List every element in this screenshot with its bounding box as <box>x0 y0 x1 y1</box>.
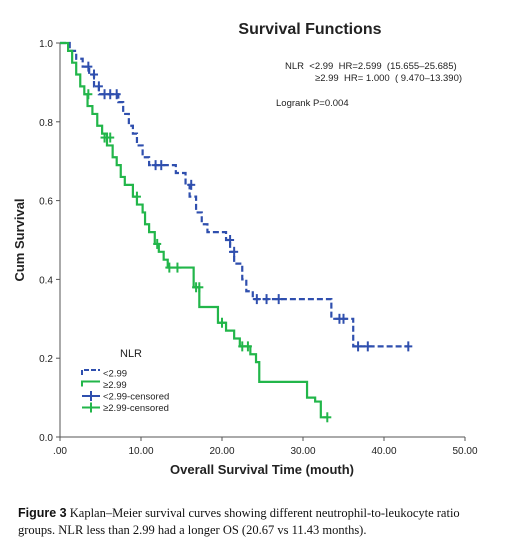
logrank-text: Logrank P=0.004 <box>276 98 349 109</box>
x-axis-label: Overall Survival Time (mouth) <box>170 462 354 477</box>
caption-label: Figure 3 <box>18 506 67 520</box>
censor-mark <box>363 341 372 352</box>
censor-mark <box>323 412 332 423</box>
series-line-lt-2-99 <box>60 41 409 348</box>
legend-label: <2.99-censored <box>103 392 169 403</box>
legend-item: ≥2.99 <box>81 380 127 391</box>
x-tick-label: 10.00 <box>128 446 153 457</box>
censor-mark <box>90 69 99 80</box>
censor-mark <box>252 294 261 305</box>
y-tick-label: 0.6 <box>39 197 53 208</box>
legend-label: ≥2.99 <box>103 380 127 391</box>
censor-mark <box>354 341 363 352</box>
y-tick-label: 0.4 <box>39 275 53 286</box>
censor-mark <box>84 61 93 72</box>
censor-mark <box>339 313 348 324</box>
series-line-ge-2-99 <box>60 41 328 419</box>
legend-item: ≥2.99-censored <box>82 402 169 414</box>
hr-line-2: ≥2.99 HR= 1.000 ( 9.470–13.390) <box>315 73 462 84</box>
hr-line-1: NLR <2.99 HR=2.599 (15.655–25.685) <box>285 61 457 72</box>
legend-item: <2.99-censored <box>82 391 169 403</box>
censor-mark <box>106 132 115 143</box>
censor-mark <box>112 89 121 100</box>
censor-mark <box>404 341 413 352</box>
x-tick-label: .00 <box>53 446 67 457</box>
x-tick-label: 20.00 <box>209 446 234 457</box>
censor-mark <box>230 246 239 257</box>
x-tick-label: 50.00 <box>452 446 477 457</box>
figure-caption: Figure 3 Kaplan–Meier survival curves sh… <box>18 505 498 539</box>
censor-mark <box>165 262 174 273</box>
censor-mark <box>262 294 271 305</box>
censor-mark <box>153 238 162 249</box>
legend-swatch-dashed <box>81 369 100 375</box>
legend-label: ≥2.99-censored <box>103 403 169 414</box>
legend-item: <2.99 <box>81 369 127 380</box>
legend-label: <2.99 <box>103 369 127 380</box>
legend-title: NLR <box>120 348 142 360</box>
y-axis-label: Cum Survival <box>12 198 27 281</box>
censor-mark <box>218 317 226 328</box>
censor-mark <box>243 341 252 352</box>
x-tick-label: 40.00 <box>371 446 396 457</box>
censor-mark <box>132 191 141 202</box>
y-tick-label: 0.2 <box>39 354 53 365</box>
censor-mark <box>157 160 166 171</box>
chart-title: Survival Functions <box>238 21 381 38</box>
x-tick-label: 30.00 <box>290 446 315 457</box>
axes: 0.0 0.2 0.4 0.6 0.8 1.0 .00 10.00 20.00 30.00 40.0… <box>39 39 478 457</box>
censor-mark <box>173 262 182 273</box>
y-tick-label: 0.0 <box>39 433 53 444</box>
y-tick-label: 0.8 <box>39 118 53 129</box>
censor-mark <box>274 294 283 305</box>
legend-swatch-solid <box>81 380 100 387</box>
censor-mark <box>226 235 235 245</box>
y-tick-label: 1.0 <box>39 39 53 50</box>
legend: NLR <2.99≥2.99<2.99-censored≥2.99-censor… <box>81 348 169 414</box>
censor-mark <box>187 179 196 190</box>
caption-text: Kaplan–Meier survival curves showing dif… <box>18 506 460 537</box>
survival-curves <box>60 41 413 423</box>
censor-mark <box>94 81 103 92</box>
censor-mark <box>195 282 204 293</box>
censor-mark <box>84 89 93 100</box>
